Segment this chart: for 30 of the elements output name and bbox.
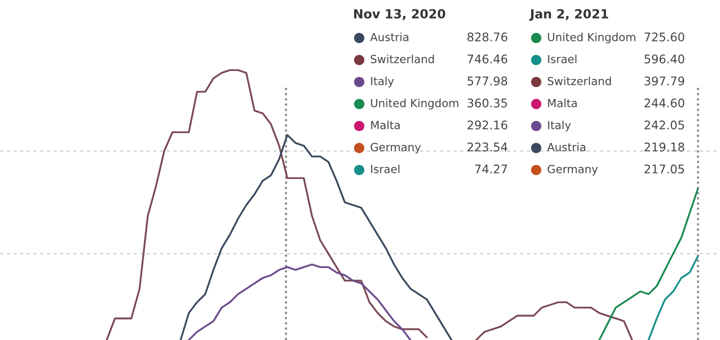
text: 577.98 xyxy=(468,76,508,86)
category-label: Italy xyxy=(548,120,571,132)
category-label: Austria xyxy=(370,32,408,42)
text: 596.40 xyxy=(644,54,684,64)
category-label: Switzerland xyxy=(548,76,611,86)
text: 828.76 xyxy=(467,32,508,42)
text: 74.27 xyxy=(475,164,507,174)
category-label: Germany xyxy=(548,164,598,176)
category-label: Switzerland xyxy=(370,54,434,64)
category-label: Austria xyxy=(547,142,586,152)
category-label: Israel xyxy=(548,54,576,64)
text: 223.54 xyxy=(468,142,508,152)
text: 397.79 xyxy=(644,76,684,86)
text: 746.46 xyxy=(468,54,508,64)
category-label: Italy xyxy=(371,76,394,88)
category-label: Malta xyxy=(548,98,577,108)
text: 242.05 xyxy=(644,120,684,130)
category-label: United Kingdom xyxy=(548,32,636,44)
category-label: Malta xyxy=(371,120,400,130)
category-label: Israel xyxy=(371,164,400,174)
text: 725.60 xyxy=(644,32,684,42)
text: 219.18 xyxy=(644,142,684,152)
text: 360.35 xyxy=(468,98,507,108)
text: 292.16 xyxy=(468,120,508,130)
text: 244.60 xyxy=(644,98,684,108)
text: 217.05 xyxy=(644,164,684,174)
category-label: Germany xyxy=(370,142,421,154)
text: Jan 2, 2021 xyxy=(529,9,608,21)
text: Nov 13, 2020 xyxy=(354,9,446,20)
category-label: United Kingdom xyxy=(371,98,458,110)
